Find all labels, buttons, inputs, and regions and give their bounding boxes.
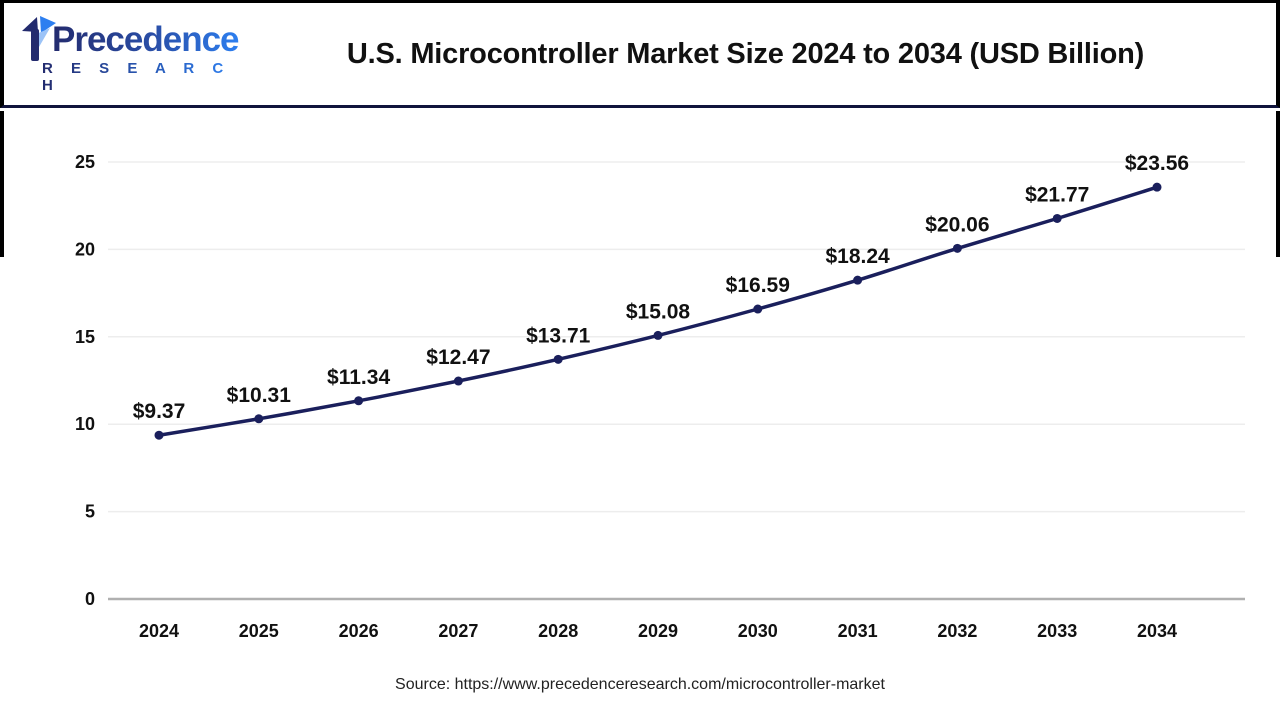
data-point-label: $21.77 — [1025, 183, 1089, 206]
data-point — [254, 414, 264, 424]
data-point — [753, 304, 763, 314]
data-point — [853, 275, 863, 285]
pinwheel-logo-icon — [20, 15, 58, 61]
data-point-label: $10.31 — [227, 384, 292, 407]
x-axis-tick-label: 2026 — [339, 621, 379, 640]
data-point-label: $20.06 — [925, 213, 989, 236]
data-point-label: $9.37 — [133, 400, 186, 423]
source-citation: Source: https://www.precedenceresearch.c… — [395, 676, 885, 693]
data-point — [553, 354, 563, 364]
data-point-label: $11.34 — [327, 366, 390, 389]
precedence-research-logo: Precedence R E S E A R C H — [20, 15, 240, 94]
data-point — [952, 243, 962, 253]
y-axis-tick-label: 5 — [85, 502, 95, 522]
right-frame-border — [1276, 111, 1280, 257]
x-axis-tick-label: 2028 — [538, 621, 578, 640]
data-point-label: $15.08 — [626, 300, 691, 323]
data-point — [1152, 182, 1162, 192]
data-point — [1052, 213, 1062, 223]
data-point-label: $16.59 — [726, 274, 790, 297]
x-axis-tick-label: 2033 — [1037, 621, 1077, 640]
x-axis-tick-label: 2025 — [239, 621, 279, 640]
line-chart: 0 5 10 15 20 25 2024 2025 2026 2027 2028 2029 2030 20… — [0, 110, 1280, 641]
logo-wordmark: Precedence — [52, 19, 240, 59]
y-axis-tick-label: 0 — [85, 589, 95, 609]
chart-title: U.S. Microcontroller Market Size 2024 to… — [346, 37, 1145, 70]
y-axis-tick-label: 20 — [75, 239, 95, 259]
x-axis-tick-label: 2030 — [738, 621, 778, 640]
x-axis-tick-label: 2034 — [1137, 621, 1177, 640]
data-point — [154, 430, 164, 440]
x-axis-tick-label: 2031 — [838, 621, 878, 640]
header-bar: Precedence R E S E A R C H U.S. Microcon… — [0, 0, 1280, 108]
data-point — [653, 330, 663, 340]
data-point-label: $12.47 — [426, 346, 490, 369]
data-point — [453, 376, 463, 386]
x-axis-tick-label: 2032 — [937, 621, 977, 640]
y-axis-tick-label: 15 — [75, 327, 95, 347]
x-axis-tick-label: 2027 — [438, 621, 478, 640]
left-frame-border — [0, 111, 4, 257]
logo-subtitle: R E S E A R C H — [42, 60, 235, 94]
x-axis-tick-label: 2029 — [638, 621, 678, 640]
data-point-label: $18.24 — [825, 245, 890, 268]
data-point-label: $13.71 — [526, 324, 591, 347]
data-point-label: $23.56 — [1125, 152, 1189, 175]
y-axis-tick-label: 25 — [75, 152, 95, 172]
x-axis-tick-label: 2024 — [139, 621, 179, 640]
data-point — [354, 396, 364, 406]
y-axis-tick-label: 10 — [75, 414, 95, 434]
